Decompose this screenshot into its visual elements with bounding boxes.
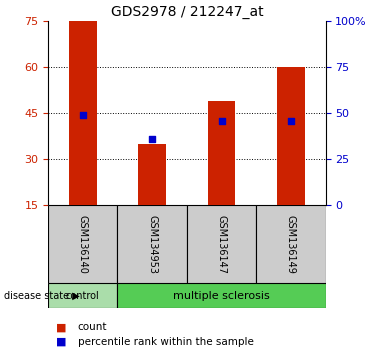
Bar [208,101,235,205]
Text: multiple sclerosis: multiple sclerosis [173,291,270,301]
Text: GSM134953: GSM134953 [147,215,157,274]
Point [288,118,294,124]
Text: percentile rank within the sample: percentile rank within the sample [78,337,253,347]
Text: GSM136140: GSM136140 [78,215,88,274]
Point [219,118,225,124]
Point [149,136,155,142]
Text: GSM136149: GSM136149 [286,215,296,274]
Bar [118,283,326,308]
Text: control: control [66,291,100,301]
Bar [48,283,118,308]
Bar [277,67,305,205]
Bar [138,144,166,205]
Bar [187,205,256,283]
Text: count: count [78,322,107,332]
Text: disease state ▶: disease state ▶ [4,291,80,301]
Text: GSM136147: GSM136147 [216,215,226,274]
Bar [118,205,187,283]
Text: ■: ■ [56,322,66,332]
Title: GDS2978 / 212247_at: GDS2978 / 212247_at [111,5,263,19]
Point [80,112,86,118]
Bar [256,205,326,283]
Bar [69,12,97,205]
Bar [48,205,118,283]
Text: ■: ■ [56,337,66,347]
